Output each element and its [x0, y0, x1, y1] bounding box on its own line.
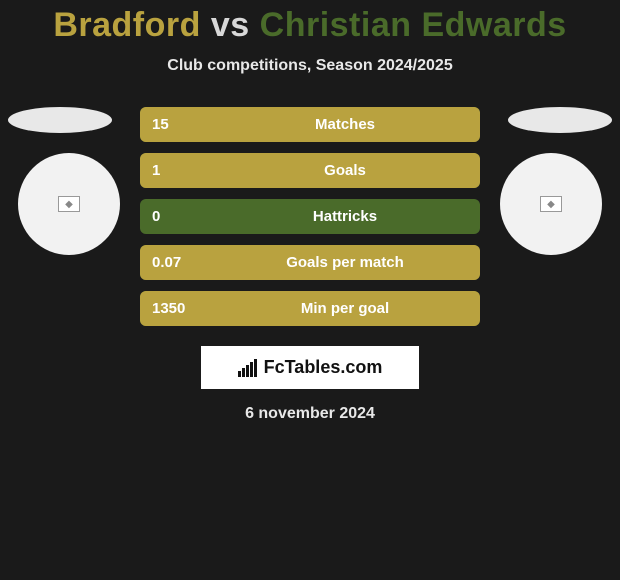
bar-chart-icon — [238, 359, 260, 377]
stat-label: Goals — [260, 162, 480, 179]
stat-row: 0.07Goals per match — [140, 245, 480, 280]
stat-value: 1350 — [140, 300, 260, 317]
stat-row: 0Hattricks — [140, 199, 480, 234]
stat-row: 15Matches — [140, 107, 480, 142]
stat-row: 1Goals — [140, 153, 480, 188]
image-placeholder-icon: ◆ — [540, 196, 562, 212]
content-area: ◆ ◆ 15Matches 1Goals 0Hattricks 0.07Goals p… — [0, 107, 620, 423]
player2-photo-placeholder — [508, 107, 612, 133]
brand-text: FcTables.com — [264, 357, 383, 378]
stat-value: 15 — [140, 116, 260, 133]
brand-box[interactable]: FcTables.com — [201, 346, 419, 389]
player2-team-badge: ◆ — [500, 153, 602, 255]
stat-label: Min per goal — [260, 300, 480, 317]
player1-photo-placeholder — [8, 107, 112, 133]
stat-row: 1350Min per goal — [140, 291, 480, 326]
stat-rows: 15Matches 1Goals 0Hattricks 0.07Goals per m… — [140, 107, 480, 326]
image-placeholder-icon: ◆ — [58, 196, 80, 212]
stat-value: 0.07 — [140, 254, 260, 271]
subtitle: Club competitions, Season 2024/2025 — [0, 57, 620, 75]
title-player2: Christian Edwards — [260, 6, 567, 44]
stat-label: Matches — [260, 116, 480, 133]
stat-label: Hattricks — [260, 208, 480, 225]
title-player1: Bradford — [53, 6, 201, 44]
stat-value: 1 — [140, 162, 260, 179]
stat-value: 0 — [140, 208, 260, 225]
player1-team-badge: ◆ — [18, 153, 120, 255]
footer-date: 6 november 2024 — [0, 405, 620, 423]
title-vs: vs — [211, 6, 250, 44]
page-title: Bradford vs Christian Edwards — [0, 0, 620, 45]
stat-label: Goals per match — [260, 254, 480, 271]
